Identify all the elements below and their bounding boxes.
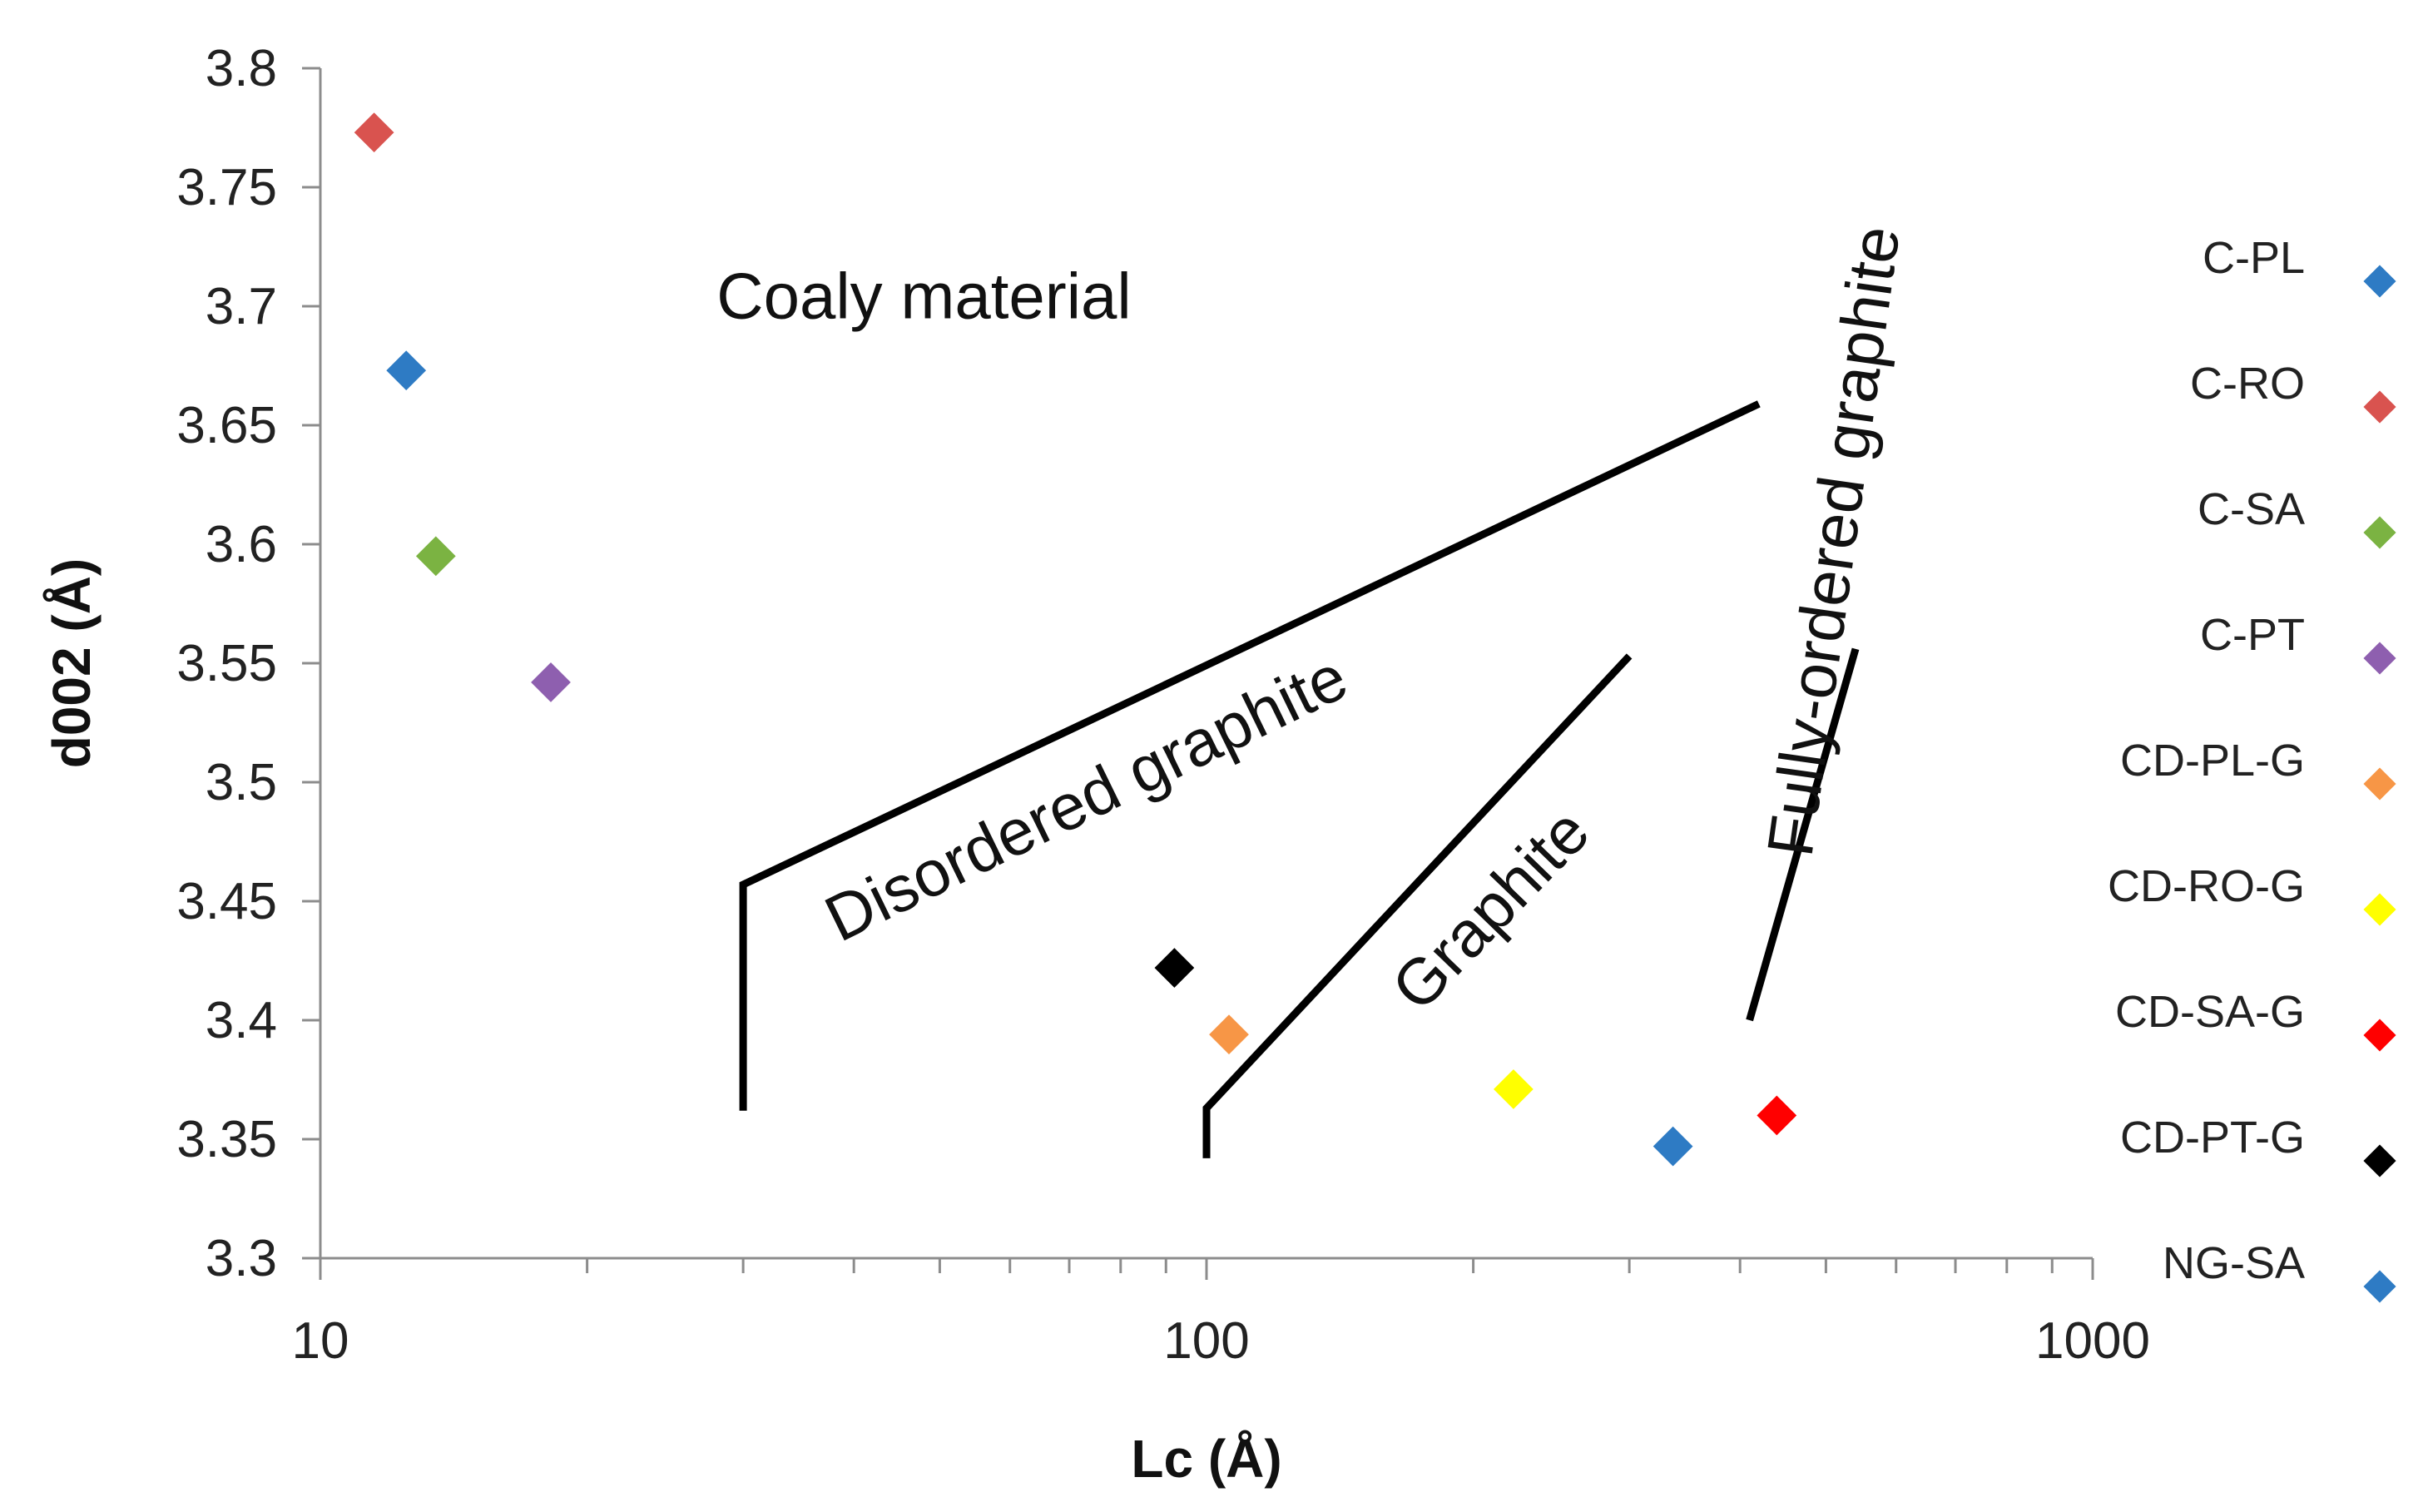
y-tick-label: 3.35 <box>176 1111 277 1168</box>
legend-label: CD-RO-G <box>2108 861 2305 911</box>
region-label: Disordered graphite <box>814 640 1358 955</box>
legend-label: CD-PT-G <box>2120 1113 2305 1163</box>
y-tick-label: 3.3 <box>206 1230 277 1287</box>
legend-marker <box>2361 513 2399 552</box>
x-tick-label: 10 <box>292 1312 349 1370</box>
legend-label: NG-SA <box>2163 1238 2305 1288</box>
region-boundary-line <box>1746 647 1860 1022</box>
data-point-ng-sa <box>1649 1123 1697 1170</box>
legend-label: C-PT <box>2200 610 2305 660</box>
region-labels: Coaly material Disordered graphite Graphit… <box>716 221 1914 1024</box>
x-tick-label: 100 <box>1163 1312 1249 1370</box>
data-point-cd-pt-g <box>1151 944 1198 992</box>
data-points <box>350 109 1801 1170</box>
legend-marker <box>2361 262 2399 300</box>
y-tick-label: 3.7 <box>206 278 277 335</box>
region-boundaries <box>739 400 1860 1158</box>
y-tick-label: 3.45 <box>176 873 277 930</box>
data-point-c-pl <box>383 347 430 394</box>
region-label: Graphite <box>1377 795 1603 1024</box>
legend-marker <box>2361 1267 2399 1306</box>
axes: 3.3 3.35 3.4 3.45 3.5 3.55 3.6 3.65 3.7 3.75 3.8 10… <box>42 40 2150 1489</box>
legend-label: CD-SA-G <box>2115 987 2305 1037</box>
data-point-cd-sa-g <box>1753 1092 1801 1139</box>
legend-label: C-PL <box>2203 233 2305 283</box>
x-tick-label: 1000 <box>2035 1312 2150 1370</box>
legend-marker <box>2361 388 2399 426</box>
y-tick-label: 3.75 <box>176 159 277 216</box>
region-label: Fully-ordered graphite <box>1753 221 1914 860</box>
legend: C-PL C-RO C-SA C-PT CD-PL-G CD-RO-G CD-SA-G CD-… <box>2108 233 2399 1306</box>
legend-marker <box>2361 765 2399 803</box>
region-label: Coaly material <box>716 259 1132 332</box>
legend-label: CD-PL-G <box>2120 736 2305 786</box>
data-point-cd-ro-g <box>1489 1065 1538 1113</box>
region-boundary-line <box>1202 653 1633 1158</box>
y-tick-label: 3.6 <box>206 516 277 573</box>
data-point-c-pt <box>527 658 575 706</box>
y-tick-label: 3.5 <box>206 754 277 811</box>
legend-marker <box>2361 1142 2399 1180</box>
legend-label: C-SA <box>2198 484 2305 534</box>
data-point-c-ro <box>350 109 398 156</box>
data-point-cd-pl-g <box>1205 1011 1253 1058</box>
data-point-c-sa <box>412 533 459 580</box>
legend-label: C-RO <box>2190 359 2305 409</box>
region-boundary-line <box>739 400 1761 1111</box>
x-axis-title: Lc (Å) <box>1131 1429 1281 1489</box>
legend-marker <box>2361 890 2399 929</box>
y-tick-label: 3.8 <box>206 40 277 97</box>
legend-marker <box>2361 639 2399 677</box>
y-tick-label: 3.55 <box>176 635 277 692</box>
y-axis-title: d002 (Å) <box>42 558 102 769</box>
y-tick-label: 3.65 <box>176 397 277 454</box>
legend-marker <box>2361 1016 2399 1054</box>
y-tick-label: 3.4 <box>206 992 277 1049</box>
